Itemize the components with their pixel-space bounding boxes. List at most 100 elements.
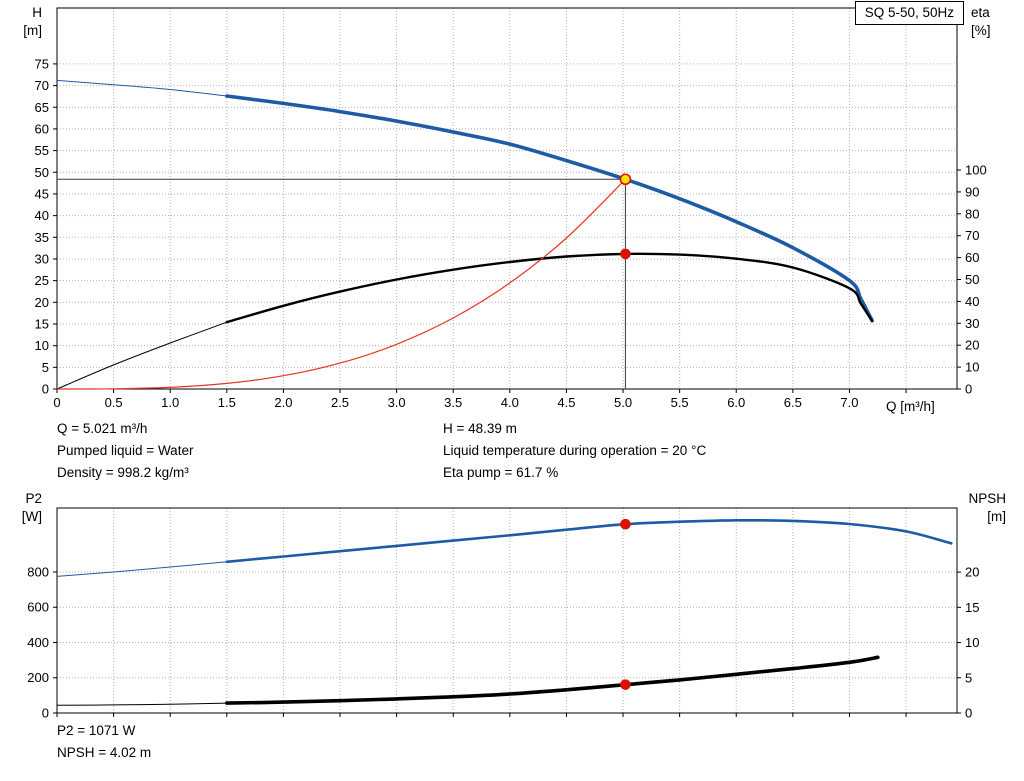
- svg-text:5.5: 5.5: [671, 395, 689, 410]
- head-axis-unit: [m]: [23, 22, 42, 38]
- axis-tick-labels: 0 5 10 15 20 25 30 35 40 45 50 55 60 65 70 75 0 10 20 30 40 5…: [35, 56, 987, 410]
- svg-text:30: 30: [965, 316, 979, 331]
- svg-text:600: 600: [27, 600, 49, 615]
- svg-text:20: 20: [965, 565, 979, 580]
- svg-text:80: 80: [965, 206, 979, 221]
- pumped-liquid-readout: Pumped liquid = Water: [57, 443, 194, 458]
- axis-ticks: [53, 63, 961, 393]
- head-curve: [56, 79, 874, 323]
- svg-text:400: 400: [27, 635, 49, 650]
- grid: [57, 8, 957, 389]
- power-axis-label: P2 [W]: [0, 490, 42, 525]
- svg-text:0.5: 0.5: [105, 395, 123, 410]
- duty-point-npsh[interactable]: [620, 679, 631, 690]
- pump-type-label: SQ 5-50, 50Hz: [864, 5, 954, 20]
- svg-text:40: 40: [965, 294, 979, 309]
- power-curve: [56, 518, 953, 577]
- svg-text:20: 20: [965, 338, 979, 353]
- liquid-temperature-readout: Liquid temperature during operation = 20…: [443, 443, 707, 458]
- flow-axis-label: Q [m³/h]: [886, 399, 935, 414]
- head-readout: H = 48.39 m: [443, 421, 517, 436]
- power-axis-unit: [W]: [21, 508, 42, 524]
- svg-text:15: 15: [35, 316, 49, 331]
- density-readout: Density = 998.2 kg/m³: [57, 465, 189, 480]
- svg-text:90: 90: [965, 184, 979, 199]
- eta-pump-readout: Eta pump = 61.7 %: [443, 465, 559, 480]
- svg-text:55: 55: [35, 143, 49, 158]
- eta-axis-label: eta [%]: [971, 4, 991, 39]
- duty-info-right-column: H = 48.39 m Liquid temperature during op…: [443, 418, 706, 484]
- power-npsh-info-block: P2 = 1071 W NPSH = 4.02 m: [57, 720, 151, 764]
- duty-info-left-column: Q = 5.021 m³/h Pumped liquid = Water Den…: [57, 418, 443, 484]
- svg-text:0: 0: [42, 382, 49, 397]
- svg-text:35: 35: [35, 230, 49, 245]
- svg-text:0: 0: [53, 395, 60, 410]
- svg-text:5.0: 5.0: [614, 395, 632, 410]
- svg-text:0: 0: [965, 382, 972, 397]
- svg-text:2.0: 2.0: [274, 395, 292, 410]
- svg-text:10: 10: [35, 338, 49, 353]
- duty-point-eta[interactable]: [620, 248, 631, 260]
- svg-text:1.0: 1.0: [161, 395, 179, 410]
- svg-text:70: 70: [35, 78, 49, 93]
- plot-frame: [56, 507, 958, 714]
- axis-tick-labels: 0 200 400 600 800 0 5 10 15 20: [27, 564, 979, 720]
- svg-text:6.0: 6.0: [727, 395, 745, 410]
- svg-text:100: 100: [965, 163, 987, 178]
- svg-text:15: 15: [965, 600, 979, 615]
- system-curve: [56, 178, 626, 390]
- npsh-axis-symbol: NPSH: [968, 491, 1006, 506]
- bottom-chart[interactable]: 0 200 400 600 800 0 5 10 15 20: [27, 507, 979, 721]
- duty-info-block: Q = 5.021 m³/h Pumped liquid = Water Den…: [57, 418, 706, 484]
- svg-text:20: 20: [35, 295, 49, 310]
- grid: [57, 508, 957, 713]
- svg-text:5: 5: [965, 670, 972, 685]
- npsh-curve: [56, 655, 880, 706]
- svg-text:10: 10: [965, 635, 979, 650]
- efficiency-curve: [56, 252, 874, 390]
- svg-text:4.5: 4.5: [557, 395, 575, 410]
- svg-text:60: 60: [35, 121, 49, 136]
- duty-point-power[interactable]: [620, 518, 631, 530]
- svg-text:3.0: 3.0: [388, 395, 406, 410]
- svg-text:6.5: 6.5: [784, 395, 802, 410]
- svg-text:75: 75: [35, 56, 49, 71]
- svg-text:5: 5: [42, 360, 49, 375]
- npsh-readout: NPSH = 4.02 m: [57, 745, 152, 760]
- svg-text:60: 60: [965, 250, 979, 265]
- plot-frame: [56, 7, 958, 390]
- flow-readout: Q = 5.021 m³/h: [57, 421, 148, 436]
- svg-text:2.5: 2.5: [331, 395, 349, 410]
- svg-text:1.5: 1.5: [218, 395, 236, 410]
- svg-text:50: 50: [965, 272, 979, 287]
- svg-text:200: 200: [27, 670, 49, 685]
- pump-type-box: SQ 5-50, 50Hz: [854, 1, 964, 25]
- top-chart[interactable]: 0 5 10 15 20 25 30 35 40 45 50 55 60 65 70 75 0 10 20 30 40 5…: [35, 7, 987, 410]
- svg-text:3.5: 3.5: [444, 395, 462, 410]
- svg-text:50: 50: [35, 165, 49, 180]
- eta-axis-symbol: eta: [971, 5, 990, 20]
- p2-readout: P2 = 1071 W: [57, 723, 136, 738]
- svg-text:25: 25: [35, 273, 49, 288]
- svg-text:40: 40: [35, 208, 49, 223]
- svg-text:800: 800: [27, 564, 49, 579]
- head-axis-label: H [m]: [0, 4, 42, 39]
- head-axis-symbol: H: [32, 5, 42, 20]
- power-axis-symbol: P2: [25, 491, 42, 506]
- svg-text:0: 0: [42, 706, 49, 721]
- svg-text:65: 65: [35, 100, 49, 115]
- svg-text:45: 45: [35, 186, 49, 201]
- npsh-axis-label: NPSH [m]: [962, 490, 1006, 525]
- svg-text:30: 30: [35, 251, 49, 266]
- duty-point-head[interactable]: [619, 173, 632, 186]
- duty-crosshair: [57, 178, 626, 389]
- npsh-axis-unit: [m]: [987, 508, 1006, 524]
- svg-text:4.0: 4.0: [501, 395, 519, 410]
- svg-text:7.0: 7.0: [840, 395, 858, 410]
- eta-axis-unit: [%]: [971, 22, 991, 38]
- svg-text:70: 70: [965, 228, 979, 243]
- svg-text:10: 10: [965, 360, 979, 375]
- axis-ticks: [53, 571, 961, 717]
